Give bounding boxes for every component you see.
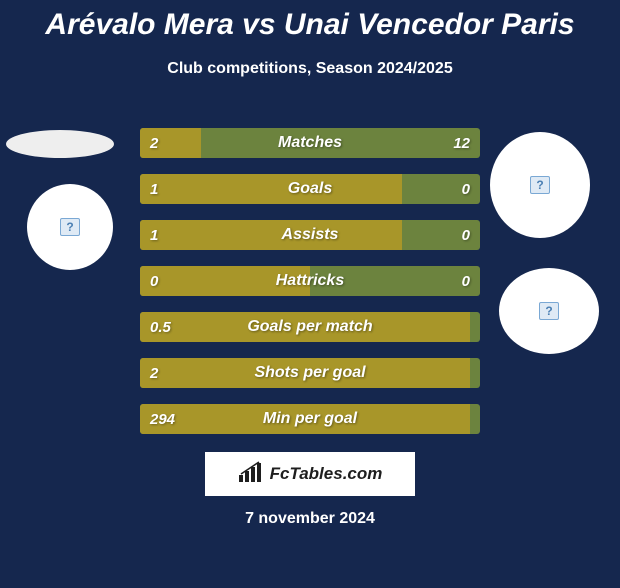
page-subtitle: Club competitions, Season 2024/2025 (0, 60, 620, 78)
stat-row: 212Matches (140, 128, 480, 158)
stat-row: 2Shots per goal (140, 358, 480, 388)
logo-chart-icon (238, 461, 264, 488)
footer-date: 7 november 2024 (0, 510, 620, 528)
stat-row: 00Hattricks (140, 266, 480, 296)
stat-label: Min per goal (140, 404, 480, 434)
right-circle-player: ? (490, 132, 590, 238)
comparison-bars: 212Matches 10Goals 10Assists 00Hattricks 0.5… (140, 128, 480, 450)
stat-row: 10Goals (140, 174, 480, 204)
left-circle-club: ? (27, 184, 113, 270)
logo-box: FcTables.com (205, 452, 415, 496)
stat-label: Matches (140, 128, 480, 158)
stat-label: Assists (140, 220, 480, 250)
stat-label: Goals (140, 174, 480, 204)
placeholder-icon: ? (539, 302, 559, 320)
stat-label: Hattricks (140, 266, 480, 296)
stat-row: 10Assists (140, 220, 480, 250)
left-ellipse-top (6, 130, 114, 158)
logo-text: FcTables.com (270, 464, 383, 484)
stat-row: 294Min per goal (140, 404, 480, 434)
placeholder-icon: ? (60, 218, 80, 236)
page-title: Arévalo Mera vs Unai Vencedor Paris (0, 8, 620, 42)
stat-label: Shots per goal (140, 358, 480, 388)
right-circle-club: ? (499, 268, 599, 354)
stat-row: 0.5Goals per match (140, 312, 480, 342)
stat-label: Goals per match (140, 312, 480, 342)
placeholder-icon: ? (530, 176, 550, 194)
